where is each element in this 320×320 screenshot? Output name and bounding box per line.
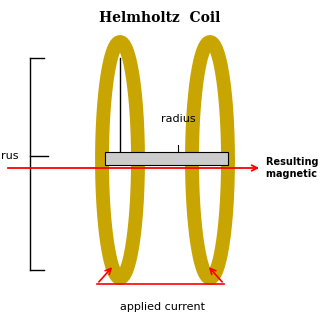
Text: radius: radius	[161, 114, 195, 124]
Text: Helmholtz  Coil: Helmholtz Coil	[99, 11, 221, 25]
Text: applied current: applied current	[121, 302, 205, 312]
Text: rus: rus	[1, 151, 18, 161]
Text: Resulting un
magnetic fi: Resulting un magnetic fi	[266, 157, 320, 179]
Bar	[105, 152, 228, 165]
